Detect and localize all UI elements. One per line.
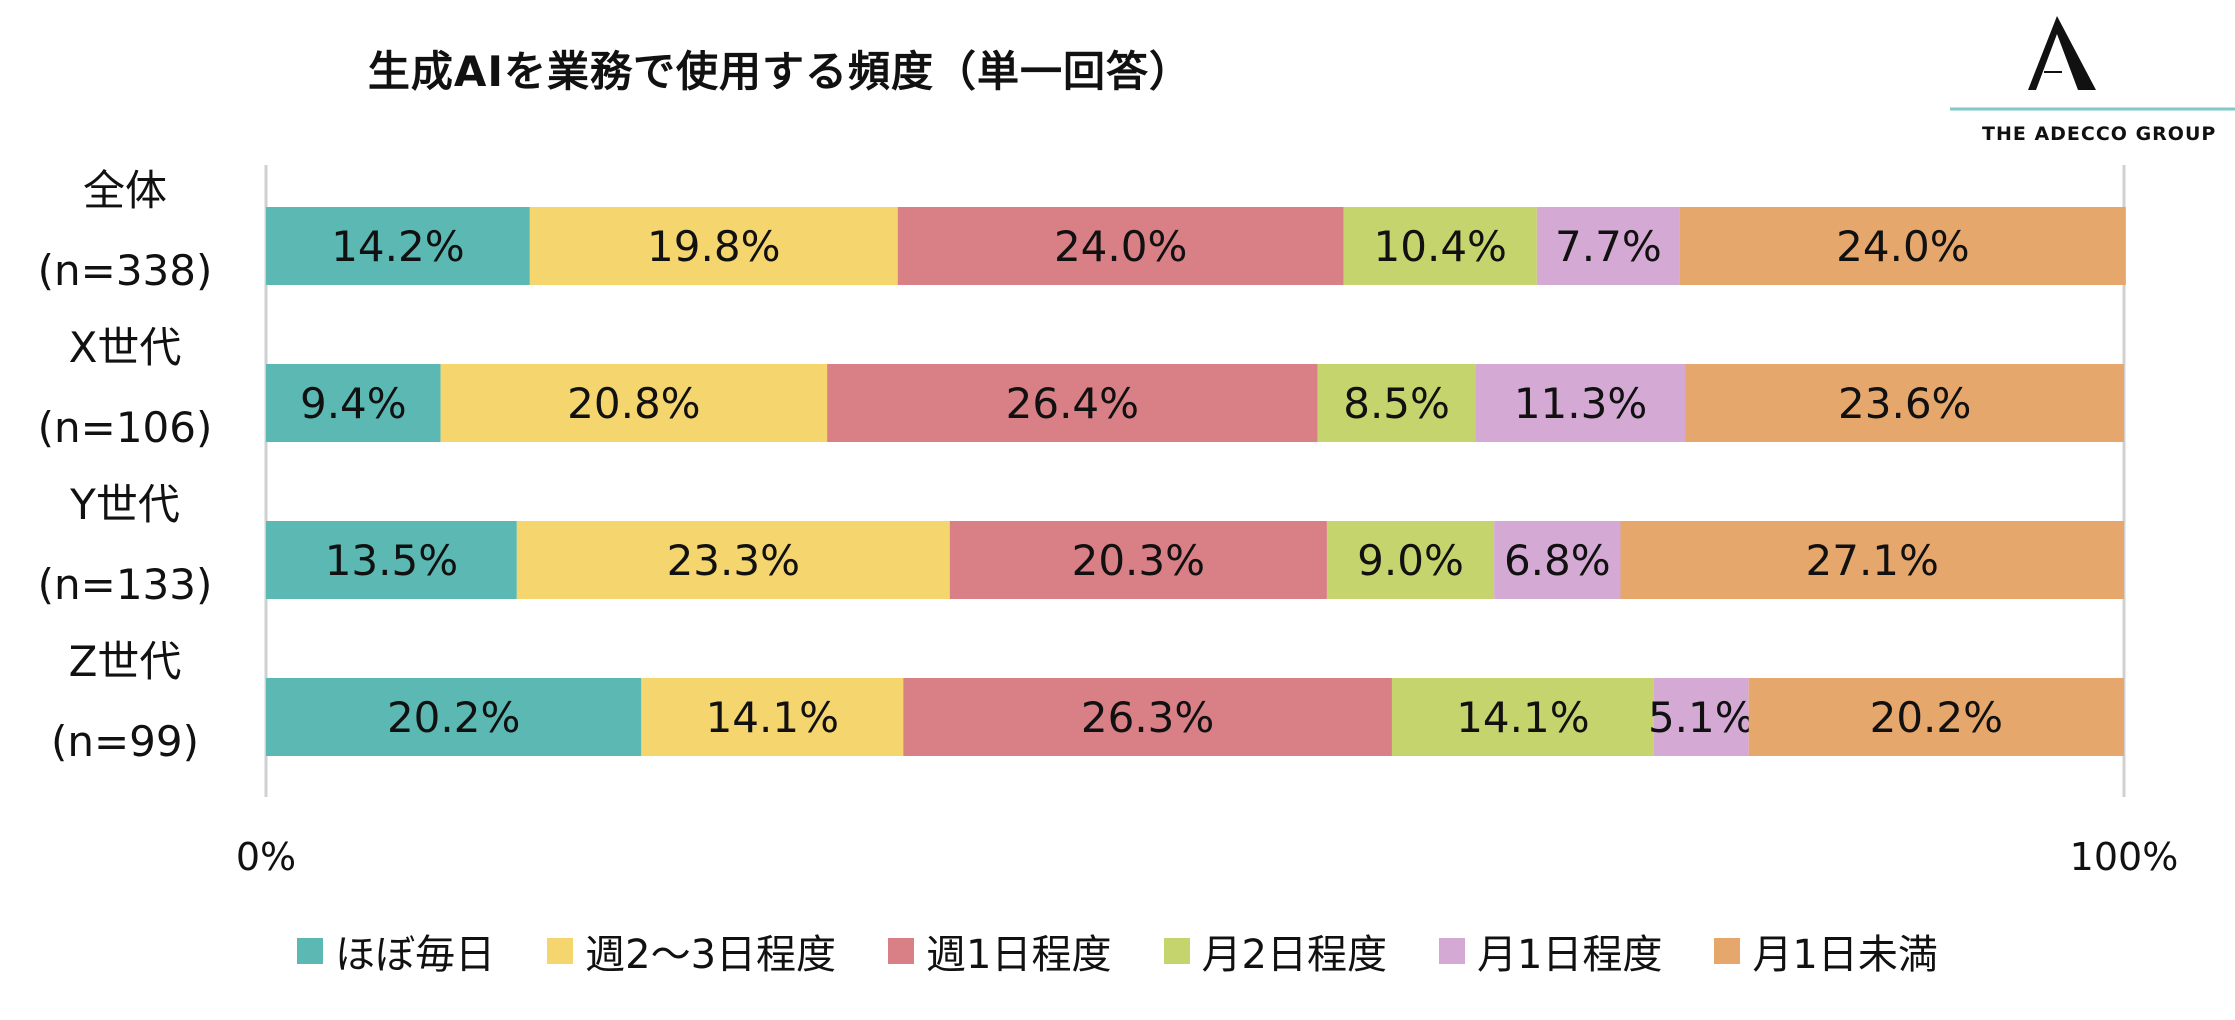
bar-segment [440, 364, 828, 442]
category-label: Z世代 [69, 637, 182, 686]
data-label: 26.4% [1006, 379, 1139, 428]
legend-swatch [1714, 938, 1741, 964]
data-label: 19.8% [647, 222, 780, 271]
bar-segment [1653, 678, 1749, 756]
bar-segment [1748, 678, 2124, 756]
bar-segment [266, 521, 517, 599]
data-label: 14.2% [331, 222, 464, 271]
bar-segment [1685, 364, 2124, 442]
category-n-label: (n=106) [38, 403, 213, 452]
logo-a-mark [2028, 16, 2096, 90]
legend-item: 月2日程度 [1163, 922, 1387, 980]
category-n-label: (n=133) [38, 560, 213, 609]
legend-swatch [888, 938, 915, 964]
chart-title: 生成AIを業務で使用する頻度（単一回答） [367, 47, 1193, 96]
category-label: X世代 [69, 323, 182, 372]
bar-segment [641, 678, 904, 756]
legend-label: 週2～3日程度 [585, 932, 837, 978]
adecco-logo [1950, 16, 2235, 111]
data-label: 9.0% [1357, 536, 1464, 585]
legend-swatch [1438, 938, 1465, 964]
data-label: 13.5% [325, 536, 458, 585]
data-label: 14.1% [706, 693, 839, 742]
data-label: 7.7% [1555, 222, 1662, 271]
legend-item: ほぼ毎日 [297, 922, 495, 980]
logo-text: THE ADECCO GROUP [1982, 123, 2217, 145]
bar-segment [516, 521, 950, 599]
bar-segment [266, 207, 530, 285]
legend-label: 月2日程度 [1201, 932, 1387, 978]
bar-segment [266, 678, 642, 756]
legend-swatch [297, 938, 324, 964]
data-label: 10.4% [1374, 222, 1507, 271]
bar-segment [1475, 364, 1686, 442]
data-label: 9.4% [300, 379, 407, 428]
category-n-label: (n=338) [38, 246, 213, 295]
data-label: 20.2% [1870, 693, 2003, 742]
x-tick-label: 100% [2070, 835, 2179, 879]
data-label: 23.6% [1838, 379, 1971, 428]
bar-segment [1536, 207, 1680, 285]
stacked-bar-chart: 全体 (n=338) 14.2% 19.8% 24.0% 10.4% 7.7% 24.0% X世… [38, 165, 2179, 879]
data-label: 20.2% [387, 693, 520, 742]
bar-segment [1679, 207, 2126, 285]
bar-segment [529, 207, 898, 285]
data-label: 23.3% [667, 536, 800, 585]
category-label: 全体 [83, 166, 167, 215]
data-label: 26.3% [1081, 693, 1214, 742]
legend-label: 月1日程度 [1476, 932, 1663, 978]
data-label: 27.1% [1806, 536, 1939, 585]
legend-swatch [547, 938, 574, 964]
bar-segment [949, 521, 1327, 599]
data-label: 6.8% [1504, 536, 1611, 585]
legend-item: 週1日程度 [888, 922, 1112, 980]
category-label: Y世代 [69, 480, 180, 529]
bar-segment [1343, 207, 1537, 285]
data-label: 20.8% [567, 379, 700, 428]
legend-label: ほぼ毎日 [335, 932, 496, 978]
legend-label: 週1日程度 [926, 932, 1112, 978]
bar-segment [266, 364, 441, 442]
data-label: 24.0% [1836, 222, 1969, 271]
bar-segment [1494, 521, 1621, 599]
data-label: 11.3% [1514, 379, 1647, 428]
data-label: 24.0% [1054, 222, 1187, 271]
bar-segment [903, 678, 1392, 756]
bar-segment [897, 207, 1344, 285]
legend-item: 月1日未満 [1714, 922, 1938, 980]
bar-segment [1620, 521, 2124, 599]
legend-label: 月1日未満 [1752, 932, 1938, 978]
data-label: 14.1% [1456, 693, 1589, 742]
bar-segment [827, 364, 1318, 442]
bar-segment [1317, 364, 1476, 442]
legend-item: 月1日程度 [1438, 922, 1663, 980]
data-label: 8.5% [1343, 379, 1450, 428]
legend-item: 週2～3日程度 [547, 922, 836, 980]
legend-swatch [1163, 938, 1190, 964]
bar-segment [1391, 678, 1654, 756]
bar-segment [1326, 521, 1495, 599]
x-tick-label: 0% [236, 835, 296, 879]
data-label: 5.1% [1648, 693, 1755, 742]
legend: ほぼ毎日 週2～3日程度 週1日程度 月2日程度 月1日程度 月1日未満 [0, 922, 2235, 980]
data-label: 20.3% [1072, 536, 1205, 585]
category-n-label: (n=99) [51, 717, 199, 766]
